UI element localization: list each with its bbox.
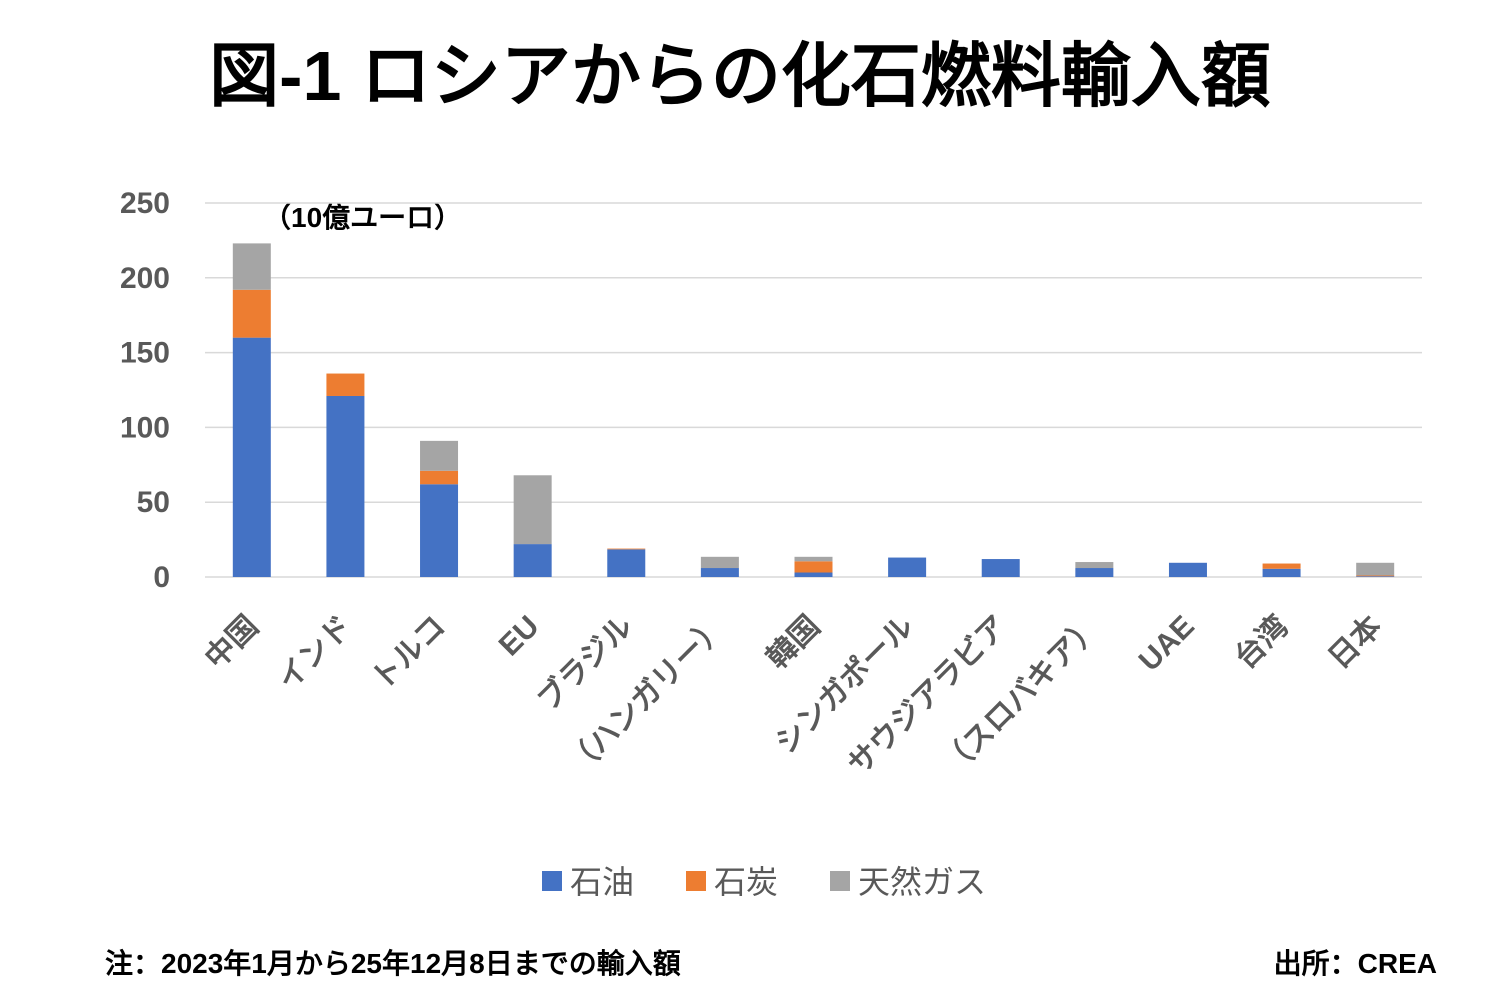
x-tick-label: サウジアラビア [842,610,1014,782]
bar-segment-s1-c12 [1356,575,1395,577]
legend-swatch-gas [830,871,850,891]
bar-segment-s2-c6 [794,556,833,562]
y-tick-label: 200 [120,262,170,295]
source-credit: 出所：CREA [1274,948,1437,979]
bar-segment-s2-c2 [420,440,459,471]
y-axis-tick-labels: 0 50 100 150 200 250 [120,187,170,594]
legend-swatch-coal [686,871,706,891]
bar-segment-s1-c0 [232,289,271,338]
x-tick-label: （ハンガリー） [560,609,733,782]
x-tick-label: インド [271,610,358,697]
bar-segment-s1-c4 [607,548,646,550]
legend-label-oil: 石油 [570,864,634,900]
footnote: 注：2023年1月から25年12月8日までの輸入額 [105,947,681,979]
legend-label-gas: 天然ガス [858,864,986,900]
x-tick-label: （スロバキア） [935,609,1108,782]
gridlines [205,202,1422,578]
y-tick-label: 100 [120,411,170,444]
x-tick-label: UAE [1133,610,1201,678]
y-tick-label: 50 [137,486,170,519]
x-tick-label: 日本 [1322,610,1388,676]
bar-segment-s0-c10 [1168,562,1207,577]
bar-segment-s0-c2 [420,484,459,577]
bar-segment-s1-c2 [420,470,459,485]
x-tick-label: EU [493,610,546,663]
bar-segment-s2-c3 [513,475,552,545]
x-tick-label: 台湾 [1228,609,1294,675]
bars [232,243,1395,577]
bar-segment-s0-c5 [700,568,739,577]
x-tick-label: 中国 [199,610,265,676]
x-tick-label: トルコ [365,610,452,697]
y-tick-label: 150 [120,337,170,370]
bar-segment-s0-c8 [981,559,1020,577]
bar-segment-s0-c7 [888,557,927,577]
y-tick-label: 0 [153,561,170,594]
unit-label: （10億ユーロ） [263,201,462,233]
bar-segment-s0-c11 [1262,568,1301,577]
bar-segment-s1-c11 [1262,563,1301,569]
legend-item-oil[interactable]: 石油 [542,864,634,900]
bar-segment-s2-c0 [232,243,271,290]
bar-segment-s0-c6 [794,572,833,577]
bar-segment-s1-c6 [794,561,833,573]
bar-segment-s0-c12 [1356,576,1395,577]
legend-item-gas[interactable]: 天然ガス [830,864,986,900]
bar-segment-s2-c9 [1075,562,1114,569]
legend: 石油 石炭 天然ガス [542,864,986,900]
bar-segment-s0-c0 [232,337,271,577]
legend-swatch-oil [542,871,562,891]
y-tick-label: 250 [120,187,170,220]
legend-label-coal: 石炭 [714,864,778,900]
bar-segment-s0-c4 [607,549,646,577]
chart-title: 図-1 ロシアからの化石燃料輸入額 [209,37,1271,115]
bar-segment-s2-c5 [700,556,739,569]
bar-segment-s0-c3 [513,544,552,577]
x-tick-label: 韓国 [761,610,827,676]
bar-segment-s2-c12 [1356,562,1395,576]
bar-segment-s0-c1 [326,395,365,577]
bar-segment-s0-c9 [1075,568,1114,577]
bar-segment-s1-c1 [326,373,365,396]
legend-item-coal[interactable]: 石炭 [686,864,778,900]
